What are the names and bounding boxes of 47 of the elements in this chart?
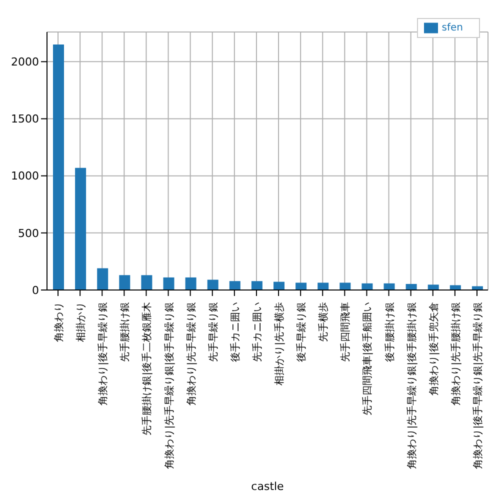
x-tick-label: 角換わり|先手早繰り銀|後手腰掛け銀 — [406, 302, 418, 469]
x-axis-title: castle — [251, 480, 284, 493]
x-tick-label: 先手横歩 — [318, 302, 330, 342]
bar — [384, 283, 395, 290]
x-tick-label: 相掛かり — [75, 302, 88, 342]
bar — [141, 275, 152, 290]
x-tick-label: 先手四間飛車 — [340, 302, 352, 362]
x-tick-label: 先手早繰り銀 — [207, 302, 220, 362]
x-tick-label: 角換わり|後手早繰り銀 — [97, 302, 110, 406]
bar — [296, 282, 307, 290]
legend-label: sfen — [442, 22, 463, 34]
x-tick-label: 角換わり|先手腰掛け銀 — [450, 302, 462, 406]
bar — [274, 282, 284, 290]
x-tick-label: 後手腰掛け銀 — [384, 302, 396, 362]
bar — [362, 283, 373, 290]
bar — [229, 281, 240, 290]
bar — [163, 277, 174, 290]
y-tick-label: 0 — [32, 284, 39, 297]
x-tick-label: 角換わり|後手早繰り銀|先手早繰り銀 — [472, 302, 484, 469]
bar — [75, 168, 86, 290]
bar — [340, 282, 351, 290]
bar — [185, 277, 196, 290]
x-tick-label: 先手腰掛け銀|後手二枚銀雁木 — [141, 302, 154, 436]
bar — [318, 282, 329, 290]
bar — [406, 284, 417, 290]
x-tick-label: 相掛かり|先手横歩 — [274, 302, 286, 386]
bar — [450, 285, 461, 290]
y-tick-label: 500 — [18, 226, 39, 240]
x-tick-label: 後手早繰り銀 — [296, 302, 308, 362]
x-tick-label: 先手四間飛車|後手船囲い — [362, 302, 374, 416]
bar — [428, 284, 439, 290]
y-tick-label: 1000 — [11, 170, 39, 183]
bar — [207, 280, 218, 290]
bar — [251, 281, 262, 290]
x-tick-label: 角換わり — [53, 302, 66, 342]
x-tick-label: 角換わり|後手兜矢倉 — [428, 302, 440, 396]
y-tick-label: 2000 — [11, 56, 39, 69]
x-tick-label: 先手腰掛け銀 — [119, 302, 132, 362]
bar — [119, 275, 130, 290]
y-tick-label: 1500 — [11, 112, 39, 126]
bar — [53, 44, 64, 290]
x-tick-label: 先手カニ囲い — [251, 302, 264, 362]
bar — [472, 286, 483, 290]
x-tick-label: 角換わり|先手早繰り銀 — [185, 302, 198, 406]
x-tick-label: 後手カニ囲い — [229, 302, 242, 362]
bar — [97, 268, 108, 290]
x-tick-label: 角換わり|先手早繰り銀|後手早繰り銀 — [163, 302, 176, 469]
